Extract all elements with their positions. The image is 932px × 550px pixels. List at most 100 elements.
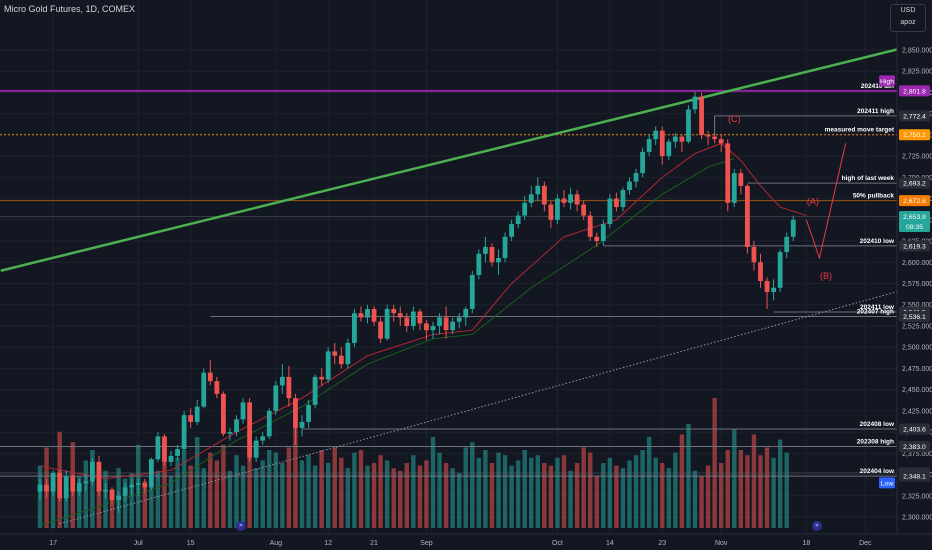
time-tick-label: 21	[370, 540, 378, 547]
volume-bar	[280, 463, 285, 528]
volume-bar	[594, 476, 599, 528]
candle-body	[443, 317, 449, 331]
currency-label: USD	[900, 7, 916, 14]
candle-body	[273, 385, 279, 411]
price-tag-text: 2,672.6	[903, 198, 926, 205]
candle-body	[784, 236, 790, 253]
candle-body	[561, 198, 567, 203]
volume-bar	[398, 470, 403, 528]
volume-bar	[240, 465, 246, 528]
price-tag	[899, 110, 930, 122]
price-tag	[899, 195, 930, 207]
volume-bar	[378, 455, 383, 528]
price-tick-label: 2,325.000	[902, 493, 932, 500]
volume-bar	[522, 450, 527, 528]
candle-body	[659, 130, 665, 157]
price-tick-label: 2,600.000	[902, 260, 932, 267]
time-tick-label: Aug	[270, 540, 283, 547]
price-tag-text: 2,536.1	[903, 314, 926, 321]
candle-body	[122, 487, 128, 496]
volume-bar	[502, 455, 508, 528]
candle-body	[207, 372, 213, 382]
volume-bar	[476, 457, 482, 528]
candle-body	[76, 483, 82, 492]
price-tag	[899, 85, 930, 97]
candle-body	[384, 308, 390, 339]
volume-bar	[515, 460, 521, 528]
candle-body	[188, 415, 194, 422]
price-tag	[899, 423, 930, 435]
candle-body	[790, 219, 796, 237]
volume-bar	[358, 450, 364, 528]
candle-body	[371, 308, 377, 322]
volume-bar	[109, 489, 115, 528]
volume-bar	[548, 465, 554, 528]
candle-body	[129, 484, 135, 488]
candle-body	[358, 313, 364, 318]
volume-bar	[195, 437, 200, 528]
candle-body	[194, 406, 200, 422]
volume-bar	[496, 452, 501, 528]
volume-bar	[253, 468, 259, 528]
time-axis: 17 Jul 15 Aug 12 21 Sep Oct 14 23 Nov 18 Dec	[0, 533, 932, 547]
scroll-left-icon[interactable]: »	[236, 521, 246, 531]
volume-bar	[417, 465, 423, 528]
candle-body	[738, 173, 744, 186]
price-tag	[879, 75, 895, 87]
green-trendline	[0, 39, 932, 272]
price-tag-text: 2,619.3	[903, 243, 926, 250]
candle-body	[758, 262, 763, 281]
candle-body	[175, 449, 180, 456]
level-label: measured move target	[825, 127, 895, 134]
symbol-title: Micro Gold Futures, 1D, COMEX	[4, 4, 135, 14]
candle-body	[725, 143, 731, 203]
volume-bar	[162, 452, 167, 528]
candle-body	[260, 436, 266, 441]
volume-bar	[777, 439, 783, 528]
level-label: 202410 low	[860, 238, 895, 245]
price-tag	[899, 311, 930, 323]
price-tag	[899, 220, 930, 232]
volume-bar	[646, 437, 652, 528]
candle-body	[96, 461, 102, 492]
currency-selector[interactable]: USD apoz	[890, 4, 926, 32]
candle-body	[745, 185, 750, 247]
volume-bar	[122, 478, 128, 528]
candle-body	[640, 151, 645, 174]
scroll-to-realtime-icon[interactable]: »	[812, 521, 822, 531]
candle-body	[614, 198, 619, 208]
candle-body	[90, 461, 95, 482]
volume-bar	[90, 450, 95, 528]
candle-body	[155, 436, 161, 460]
volume-bar	[149, 463, 154, 528]
price-tag-text: 2,801.8	[903, 88, 926, 95]
volume-bar	[666, 468, 671, 528]
candle-body	[279, 376, 285, 386]
volume-bar	[142, 481, 147, 528]
volume-bar	[660, 463, 665, 528]
volume-bar	[463, 447, 468, 528]
candle-body	[417, 311, 423, 324]
candle-body	[227, 432, 233, 434]
volume-bar	[267, 450, 272, 528]
wave-label: (A)	[807, 197, 819, 207]
time-tick-label: Dec	[859, 540, 872, 547]
candle-body	[502, 236, 508, 259]
candle-body	[620, 190, 626, 208]
candle-body	[168, 455, 174, 462]
candle-body	[653, 130, 659, 140]
candle-body	[234, 419, 239, 433]
volume-bar	[50, 476, 56, 528]
candle-body	[37, 484, 43, 492]
volume-bar	[83, 460, 89, 528]
candle-body	[777, 252, 783, 288]
candle-body	[666, 141, 672, 157]
price-tag-text: 2,348.1	[903, 474, 926, 481]
price-tick-label: 2,425.000	[902, 408, 932, 415]
candle-body	[712, 136, 718, 140]
wave-projection-path	[805, 143, 847, 260]
volume-bar	[601, 463, 606, 528]
volume-bar	[306, 455, 311, 528]
